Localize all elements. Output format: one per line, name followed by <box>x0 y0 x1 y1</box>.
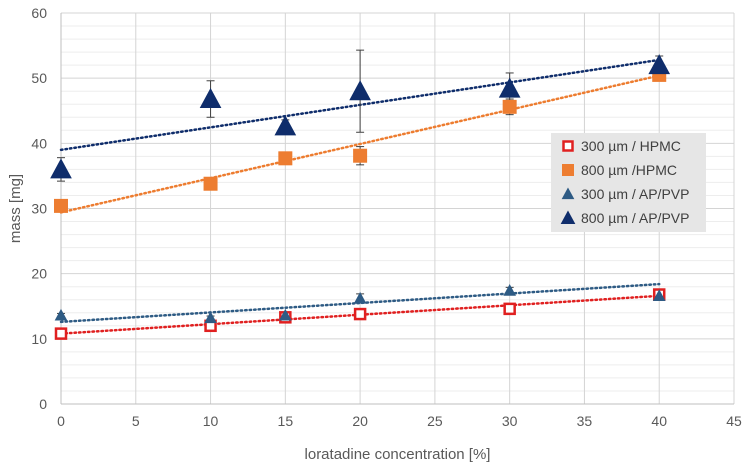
data-point <box>54 308 68 321</box>
data-markers <box>50 54 671 340</box>
legend: 300 µm / HPMC 800 µm /HPMC 300 µm / AP/PVP… <box>551 133 706 232</box>
legend-marker <box>561 187 575 200</box>
legend-background <box>551 133 706 232</box>
legend-entry: 300 µm / AP/PVP <box>581 186 689 202</box>
trendline <box>59 74 661 214</box>
tick-labels: 0 10 20 30 40 50 60 0 5 10 15 20 25 30 35 40 45 <box>31 5 742 429</box>
x-tick-label: 35 <box>577 413 593 429</box>
data-point <box>278 308 292 321</box>
data-point <box>203 176 218 191</box>
x-tick-label: 0 <box>57 413 65 429</box>
data-point <box>54 327 68 340</box>
x-tick-label: 25 <box>427 413 443 429</box>
y-tick-label: 30 <box>31 201 47 217</box>
data-point <box>652 289 666 301</box>
data-point <box>199 87 222 109</box>
x-axis-title: loratadine concentration [%] <box>305 446 491 463</box>
legend-marker <box>562 140 574 152</box>
data-point <box>353 307 367 321</box>
data-point <box>648 54 671 75</box>
data-point <box>503 302 516 316</box>
data-point <box>503 284 517 296</box>
legend-entry: 800 µm /HPMC <box>581 162 677 178</box>
data-point <box>353 148 368 163</box>
major-gridlines <box>61 12 735 404</box>
y-tick-label: 50 <box>31 70 47 86</box>
y-tick-label: 40 <box>31 135 47 151</box>
legend-marker <box>562 164 574 176</box>
data-point <box>353 291 367 304</box>
x-tick-label: 45 <box>726 413 742 429</box>
data-point <box>278 151 293 166</box>
x-tick-label: 40 <box>651 413 667 429</box>
legend-entry: 300 µm / HPMC <box>581 138 681 154</box>
x-tick-label: 10 <box>203 413 219 429</box>
y-tick-label: 60 <box>31 5 47 21</box>
data-point <box>50 158 72 179</box>
data-point <box>502 99 517 114</box>
x-tick-label: 30 <box>502 413 518 429</box>
data-point <box>274 115 297 136</box>
legend-marker <box>560 210 576 225</box>
y-tick-label: 20 <box>31 266 47 282</box>
x-tick-label: 20 <box>352 413 368 429</box>
data-point <box>349 80 371 101</box>
legend-entry: 800 µm / AP/PVP <box>581 210 689 226</box>
y-tick-label: 0 <box>39 396 47 412</box>
y-tick-label: 10 <box>31 331 47 347</box>
y-axis-title: mass [mg] <box>7 174 24 243</box>
data-point <box>498 77 521 98</box>
x-tick-label: 15 <box>278 413 294 429</box>
data-point <box>54 198 68 213</box>
x-tick-label: 5 <box>132 413 140 429</box>
data-point <box>204 311 217 324</box>
